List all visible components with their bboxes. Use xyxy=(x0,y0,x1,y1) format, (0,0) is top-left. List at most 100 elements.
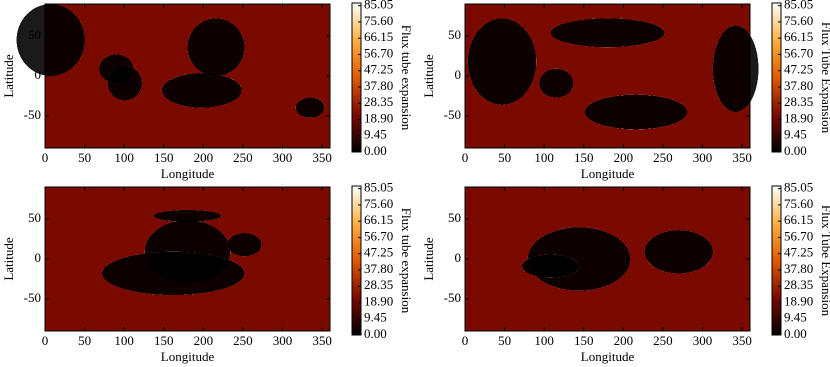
colorbar-tick-label: 75.60 xyxy=(784,13,813,28)
x-tick-label: 0 xyxy=(42,150,49,165)
colorbar-label: Flux Tube Expansion xyxy=(819,205,830,317)
y-tick-label: -50 xyxy=(444,290,461,305)
x-tick-label: 100 xyxy=(114,333,134,348)
colorbar-tick-label: 85.05 xyxy=(364,0,393,12)
colorbar-tick-label: 28.35 xyxy=(784,277,813,292)
heatmap-feature xyxy=(644,230,713,274)
x-tick-label: 300 xyxy=(273,150,293,165)
y-tick-label: -50 xyxy=(24,107,41,122)
y-tick-label: 0 xyxy=(35,250,42,265)
heatmap-feature xyxy=(161,73,242,108)
x-tick-label: 50 xyxy=(78,333,91,348)
colorbar-tick-label: 47.25 xyxy=(784,62,813,77)
y-tick-label: 0 xyxy=(455,67,462,82)
heatmap-feature xyxy=(295,97,325,118)
heatmap-feature xyxy=(107,65,142,101)
colorbar-tick-label: 56.70 xyxy=(364,45,393,60)
x-tick-label: 350 xyxy=(732,150,752,165)
colorbar-tick-label: 18.90 xyxy=(784,110,813,125)
x-tick-label: 250 xyxy=(653,150,673,165)
colorbar-label: Flux tube expansion xyxy=(399,25,414,131)
colorbar-tick-label: 9.45 xyxy=(364,127,387,142)
colorbar-tick-label: 9.45 xyxy=(364,310,387,325)
heatmap-feature xyxy=(187,18,245,76)
x-tick-label: 250 xyxy=(653,333,673,348)
colorbar-tick-label: 9.45 xyxy=(784,310,807,325)
colorbar-tick-label: 0.00 xyxy=(784,143,807,158)
colorbar-label: Flux tube expansion xyxy=(399,208,414,314)
y-tick-label: 50 xyxy=(28,210,41,225)
colorbar-tick-label: 85.05 xyxy=(784,180,813,195)
x-tick-label: 150 xyxy=(154,150,174,165)
colorbar-tick-label: 28.35 xyxy=(364,94,393,109)
colorbar-tick-label: 47.25 xyxy=(364,245,393,260)
x-axis-label: Longitude xyxy=(581,349,635,364)
heatmap-feature xyxy=(16,4,85,76)
x-tick-label: 50 xyxy=(498,150,511,165)
x-axis-label: Longitude xyxy=(161,349,215,364)
heatmap-feature xyxy=(153,210,222,222)
colorbar-label: Flux Tube Expansion xyxy=(819,22,830,134)
colorbar-tick-label: 37.80 xyxy=(364,261,393,276)
heatmap-feature xyxy=(467,18,537,105)
x-tick-label: 50 xyxy=(498,333,511,348)
panel: 0 50 100 150 200 250 300 350 -50 0 50 Longitude Lati… xyxy=(1,0,414,181)
colorbar-tick-label: 18.90 xyxy=(364,293,393,308)
colorbar-tick-label: 56.70 xyxy=(784,45,813,60)
y-tick-label: 0 xyxy=(35,67,42,82)
colorbar xyxy=(771,185,782,336)
y-axis-label: Latitude xyxy=(1,237,16,281)
heatmap-feature xyxy=(550,18,665,48)
y-axis-label: Latitude xyxy=(1,54,16,98)
panel: 0 50 100 150 200 250 300 350 -50 0 50 Longitude Lati… xyxy=(421,180,830,364)
x-tick-label: 100 xyxy=(534,333,554,348)
y-axis-label: Latitude xyxy=(421,237,436,281)
colorbar-tick-label: 75.60 xyxy=(364,13,393,28)
x-tick-label: 100 xyxy=(534,150,554,165)
x-tick-label: 100 xyxy=(114,150,134,165)
colorbar-tick-label: 37.80 xyxy=(364,78,393,93)
colorbar-tick-label: 0.00 xyxy=(784,326,807,341)
colorbar-tick-label: 9.45 xyxy=(784,127,807,142)
y-tick-label: -50 xyxy=(444,107,461,122)
x-tick-label: 200 xyxy=(614,333,634,348)
x-tick-label: 350 xyxy=(312,150,332,165)
colorbar-tick-label: 66.15 xyxy=(784,212,813,227)
heatmap-feature xyxy=(584,94,688,130)
x-tick-label: 0 xyxy=(42,333,49,348)
colorbar-tick-label: 66.15 xyxy=(364,212,393,227)
x-tick-label: 250 xyxy=(233,150,253,165)
colorbar-tick-label: 18.90 xyxy=(784,293,813,308)
y-axis-label: Latitude xyxy=(421,54,436,98)
x-tick-label: 250 xyxy=(233,333,253,348)
y-tick-label: 50 xyxy=(448,210,461,225)
colorbar-tick-label: 47.25 xyxy=(364,62,393,77)
heatmap-feature xyxy=(102,251,245,295)
heatmap-feature xyxy=(712,25,759,112)
colorbar-tick-label: 28.35 xyxy=(364,277,393,292)
x-tick-label: 200 xyxy=(194,333,214,348)
x-tick-label: 200 xyxy=(194,150,214,165)
colorbar-tick-label: 47.25 xyxy=(784,245,813,260)
x-tick-label: 300 xyxy=(693,333,713,348)
x-tick-label: 150 xyxy=(574,333,594,348)
colorbar-tick-label: 37.80 xyxy=(784,261,813,276)
x-tick-label: 300 xyxy=(693,150,713,165)
x-axis-label: Longitude xyxy=(581,166,635,181)
x-axis-label: Longitude xyxy=(161,166,215,181)
x-tick-label: 0 xyxy=(462,333,469,348)
colorbar-tick-label: 18.90 xyxy=(364,110,393,125)
colorbar-tick-label: 85.05 xyxy=(784,0,813,12)
y-tick-label: 0 xyxy=(455,250,462,265)
colorbar-tick-label: 56.70 xyxy=(784,228,813,243)
colorbar-tick-label: 0.00 xyxy=(364,143,387,158)
colorbar-tick-label: 66.15 xyxy=(364,29,393,44)
colorbar-tick-label: 85.05 xyxy=(364,180,393,195)
colorbar-tick-label: 66.15 xyxy=(784,29,813,44)
x-tick-label: 150 xyxy=(154,333,174,348)
colorbar-tick-label: 56.70 xyxy=(364,228,393,243)
panel: 0 50 100 150 200 250 300 350 -50 0 50 Longitude Lati… xyxy=(1,180,414,364)
x-tick-label: 0 xyxy=(462,150,469,165)
colorbar xyxy=(351,185,362,336)
